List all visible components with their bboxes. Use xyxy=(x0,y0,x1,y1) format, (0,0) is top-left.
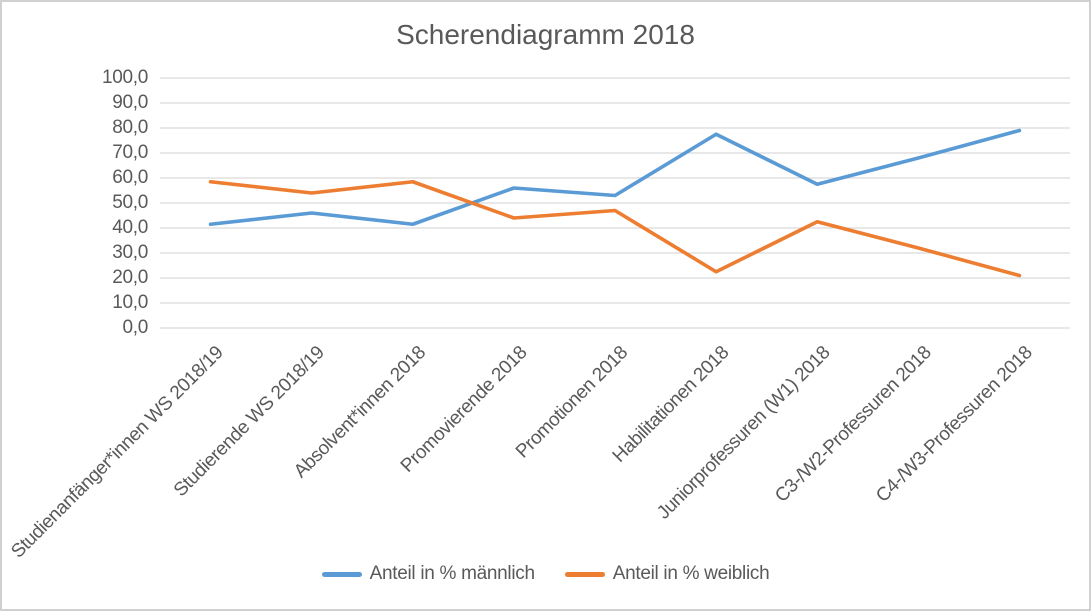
legend: Anteil in % männlich Anteil in % weiblich xyxy=(2,563,1089,585)
y-axis-label: 70,0 xyxy=(112,142,148,163)
y-axis-label: 60,0 xyxy=(112,167,148,188)
legend-item: Anteil in % weiblich xyxy=(564,563,770,585)
legend-label: Anteil in % männlich xyxy=(369,563,535,584)
y-axis-label: 100,0 xyxy=(101,67,148,88)
legend-swatch xyxy=(564,571,605,577)
series-line-0 xyxy=(208,128,1022,227)
y-axis-label: 20,0 xyxy=(112,267,148,288)
y-axis-label: 90,0 xyxy=(112,92,148,113)
series-line-1 xyxy=(208,179,1022,278)
y-axis-label: 10,0 xyxy=(112,292,148,313)
legend-swatch xyxy=(321,571,362,577)
y-axis-label: 30,0 xyxy=(112,242,148,263)
y-axis-label: 50,0 xyxy=(112,192,148,213)
y-axis-label: 80,0 xyxy=(112,117,148,138)
y-axis-label: 40,0 xyxy=(112,217,148,238)
y-axis-label: 0,0 xyxy=(122,317,148,338)
legend-label: Anteil in % weiblich xyxy=(612,563,770,584)
chart-title: Scherendiagramm 2018 xyxy=(396,19,695,50)
legend-item: Anteil in % männlich xyxy=(321,563,535,585)
